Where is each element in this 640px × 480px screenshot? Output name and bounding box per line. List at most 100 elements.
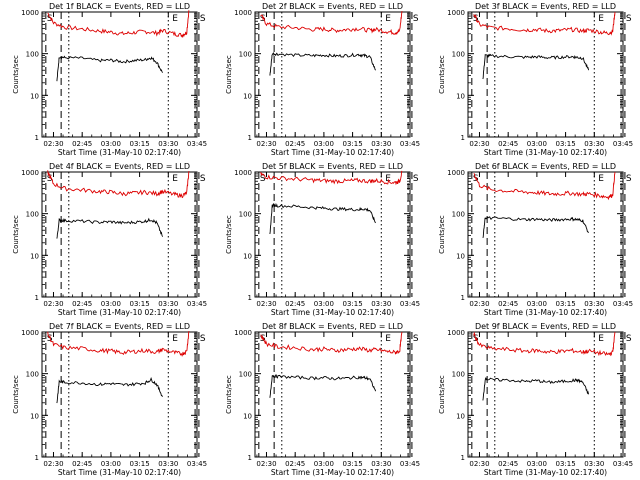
x-tick-label: 03:00: [314, 300, 334, 308]
lld-series-line: [260, 331, 403, 355]
y-tick-label: 10: [30, 92, 39, 100]
event-end-label: E: [385, 174, 391, 184]
y-tick-label: 100: [26, 371, 39, 379]
x-tick-label: 03:15: [555, 300, 575, 308]
lld-series-line: [260, 11, 403, 35]
chart-panel: Det 4f BLACK = Events, RED = LLD 1 10 100 10…: [12, 162, 207, 317]
x-tick-label: 03:30: [158, 460, 178, 468]
x-tick-label: 02:30: [256, 140, 276, 148]
y-tick-label: 10: [243, 252, 252, 260]
lld-series-line: [473, 171, 616, 201]
plot-frame: [41, 11, 198, 138]
x-tick-label: 02:30: [43, 140, 63, 148]
x-axis-label: Start Time (31-May-10 02:17:40): [271, 308, 394, 317]
chart-title: Det 9f BLACK = Events, RED = LLD: [475, 322, 616, 331]
events-series-line: [56, 55, 163, 82]
lld-series-line: [47, 10, 190, 39]
y-tick-label: 1000: [234, 329, 252, 337]
x-tick-label: 02:30: [256, 300, 276, 308]
chart-title: Det 7f BLACK = Events, RED = LLD: [49, 322, 190, 331]
x-tick-label: 03:15: [555, 140, 575, 148]
event-end-label: E: [598, 334, 604, 344]
y-tick-label: 1000: [447, 9, 465, 17]
y-tick-label: 1000: [234, 169, 252, 177]
lld-series-line: [260, 170, 403, 186]
events-series-line: [482, 53, 590, 80]
event-start-label: S: [626, 14, 632, 24]
event-start-label: S: [413, 14, 419, 24]
x-tick-label: 03:45: [400, 140, 420, 148]
y-tick-label: 10: [456, 412, 465, 420]
x-tick-label: 03:45: [187, 140, 207, 148]
events-series-line: [269, 51, 376, 76]
x-tick-label: 02:30: [256, 460, 276, 468]
y-tick-label: 100: [452, 371, 465, 379]
events-series-line: [269, 202, 376, 235]
event-end-label: E: [172, 14, 178, 24]
y-tick-label: 100: [239, 211, 252, 219]
events-series-line: [269, 374, 377, 398]
x-tick-label: 03:15: [342, 140, 362, 148]
event-start-label: S: [200, 334, 206, 344]
x-tick-label: 02:30: [469, 460, 489, 468]
events-series-line: [482, 377, 590, 401]
y-tick-label: 1000: [21, 9, 39, 17]
event-end-label: E: [172, 174, 178, 184]
x-tick-label: 02:45: [498, 140, 518, 148]
chart-title: Det 5f BLACK = Events, RED = LLD: [262, 162, 403, 171]
x-tick-label: 03:30: [584, 460, 604, 468]
lld-series-line: [473, 11, 616, 36]
x-axis-label: Start Time (31-May-10 02:17:40): [271, 468, 394, 477]
x-tick-label: 03:00: [527, 140, 547, 148]
x-tick-label: 02:30: [43, 460, 63, 468]
y-axis-label: Counts/sec: [438, 375, 446, 414]
y-tick-label: 1000: [447, 329, 465, 337]
x-tick-label: 03:15: [555, 460, 575, 468]
x-tick-label: 02:45: [72, 300, 92, 308]
plot-frame: [467, 11, 624, 138]
x-tick-label: 03:00: [101, 460, 121, 468]
lld-series-line: [473, 331, 616, 357]
x-tick-label: 03:45: [613, 140, 633, 148]
x-tick-label: 03:30: [158, 140, 178, 148]
x-tick-label: 03:00: [314, 140, 334, 148]
event-start-label: S: [626, 174, 632, 184]
y-tick-label: 1: [248, 294, 252, 302]
events-series-line: [56, 376, 163, 404]
chart-title: Det 1f BLACK = Events, RED = LLD: [49, 2, 190, 11]
chart-title: Det 2f BLACK = Events, RED = LLD: [262, 2, 403, 11]
event-end-label: E: [385, 334, 391, 344]
x-tick-label: 03:00: [101, 300, 121, 308]
y-tick-label: 100: [239, 371, 252, 379]
x-tick-label: 03:45: [613, 460, 633, 468]
plot-frame: [41, 171, 198, 298]
chart-panel: Det 8f BLACK = Events, RED = LLD 1 10 100 10…: [225, 322, 420, 477]
x-tick-label: 03:15: [342, 460, 362, 468]
y-tick-label: 1000: [21, 169, 39, 177]
chart-panel: Det 3f BLACK = Events, RED = LLD 1 10 100 10…: [438, 2, 633, 157]
y-tick-label: 1: [248, 454, 252, 462]
x-tick-label: 03:45: [400, 460, 420, 468]
x-tick-label: 02:45: [498, 300, 518, 308]
event-start-label: S: [200, 174, 206, 184]
x-tick-label: 03:45: [400, 300, 420, 308]
y-axis-label: Counts/sec: [225, 215, 233, 254]
y-tick-label: 100: [26, 51, 39, 59]
y-axis-label: Counts/sec: [225, 55, 233, 94]
plot-frame: [254, 331, 411, 458]
event-start-label: S: [47, 334, 53, 344]
lld-series-line: [47, 331, 190, 357]
x-tick-label: 03:45: [187, 460, 207, 468]
y-tick-label: 1: [248, 134, 252, 142]
chart-title: Det 8f BLACK = Events, RED = LLD: [262, 322, 403, 331]
x-tick-label: 03:15: [129, 300, 149, 308]
y-axis-label: Counts/sec: [12, 215, 20, 254]
x-tick-label: 03:00: [101, 140, 121, 148]
x-axis-label: Start Time (31-May-10 02:17:40): [58, 468, 181, 477]
event-start-label: S: [47, 14, 53, 24]
x-tick-label: 02:45: [498, 460, 518, 468]
y-tick-label: 1000: [21, 329, 39, 337]
x-tick-label: 03:00: [314, 460, 334, 468]
y-tick-label: 1: [461, 294, 465, 302]
chart-panel: Det 5f BLACK = Events, RED = LLD 1 10 100 10…: [225, 162, 420, 317]
